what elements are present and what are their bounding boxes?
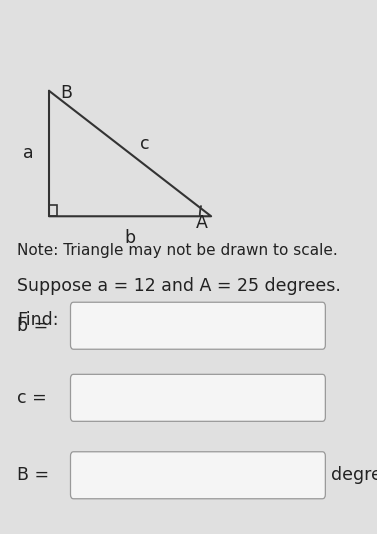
Text: B =: B = — [17, 466, 49, 484]
Text: c =: c = — [17, 389, 47, 407]
Text: Note: Triangle may not be drawn to scale.: Note: Triangle may not be drawn to scale… — [17, 244, 338, 258]
Bar — [49, 205, 57, 216]
FancyBboxPatch shape — [70, 302, 325, 349]
Text: a: a — [23, 144, 34, 162]
FancyBboxPatch shape — [70, 452, 325, 499]
Text: B: B — [60, 84, 72, 103]
Text: c: c — [140, 135, 150, 153]
Text: b =: b = — [17, 317, 48, 335]
Text: Suppose a = 12 and A = 25 degrees.: Suppose a = 12 and A = 25 degrees. — [17, 277, 341, 295]
Text: Find:: Find: — [17, 311, 58, 329]
FancyBboxPatch shape — [70, 374, 325, 421]
Text: A: A — [196, 214, 208, 232]
Text: degrees: degrees — [331, 466, 377, 484]
Text: b: b — [124, 229, 136, 247]
